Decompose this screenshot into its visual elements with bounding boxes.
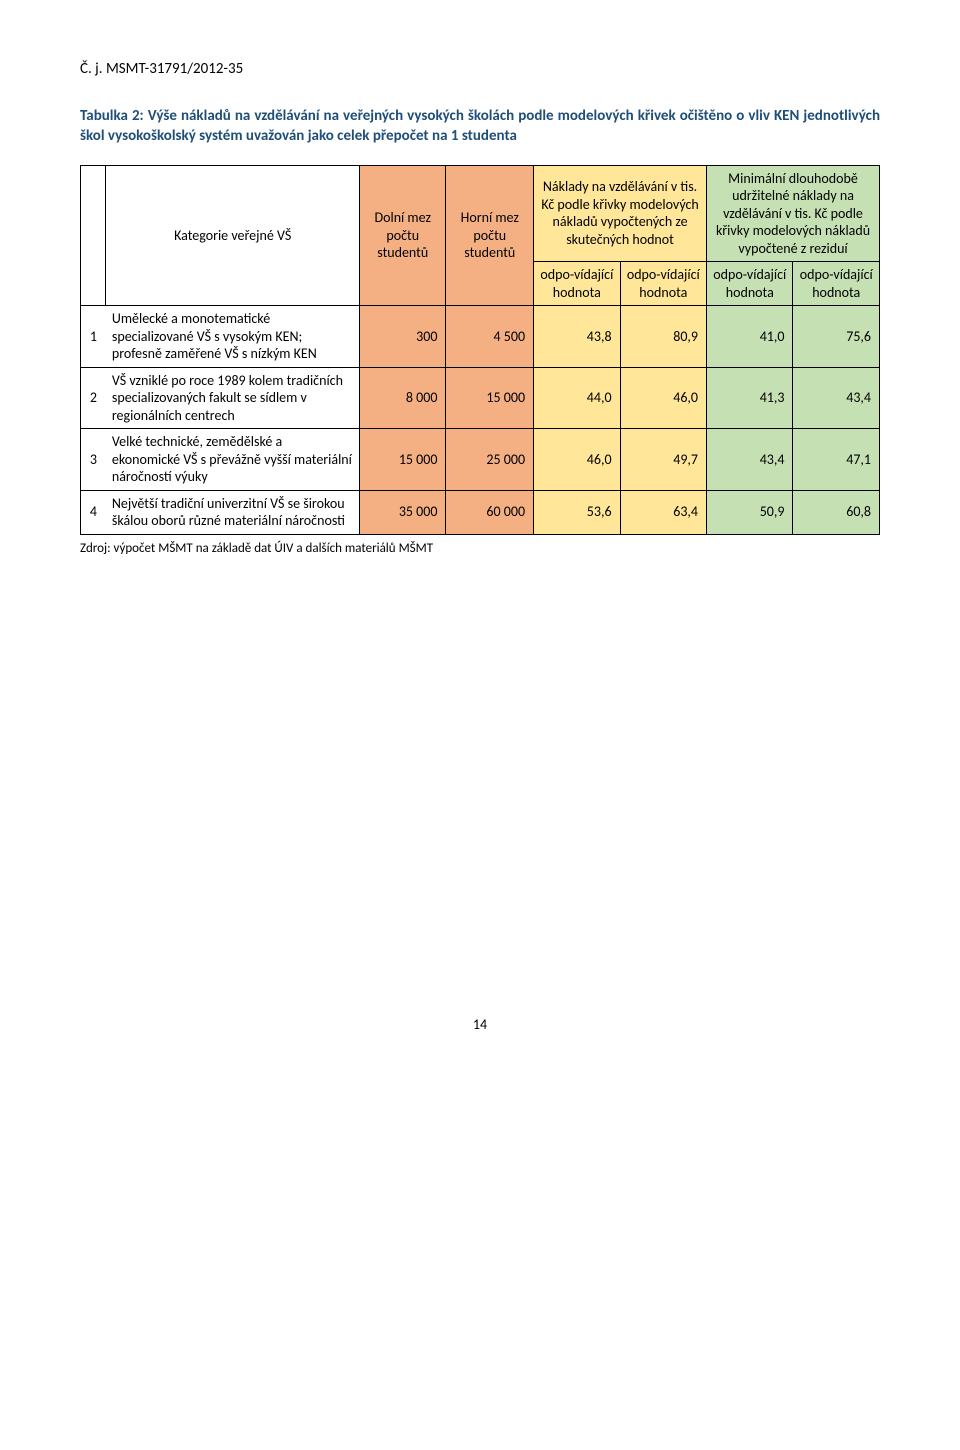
cell-v4: 47,1: [793, 429, 880, 491]
data-table: Kategorie veřejné VŠ Dolní mez počtu stu…: [80, 165, 880, 535]
row-category: VŠ vzniklé po roce 1989 kolem tradičních…: [106, 367, 360, 429]
col-header-horni-mez: Horní mez počtu studentů: [446, 165, 534, 306]
col-header-dolni-mez: Dolní mez počtu studentů: [360, 165, 446, 306]
row-category: Největší tradiční univerzitní VŠ se širo…: [106, 490, 360, 534]
document-reference: Č. j. MSMT-31791/2012-35: [80, 60, 880, 78]
row-index: 3: [81, 429, 106, 491]
row-index: 2: [81, 367, 106, 429]
col-subhead-odp-3: odpo-vídající hodnota: [707, 262, 793, 306]
page-number: 14: [80, 1016, 880, 1033]
col-header-kategorie: Kategorie veřejné VŠ: [106, 165, 360, 306]
page: Č. j. MSMT-31791/2012-35 Tabulka 2: Výše…: [0, 0, 960, 1073]
cell-v3: 41,3: [707, 367, 793, 429]
col-subhead-odp-1: odpo-vídající hodnota: [534, 262, 620, 306]
cell-dolni: 35 000: [360, 490, 446, 534]
table-row: 3 Velké technické, zemědělské a ekonomic…: [81, 429, 880, 491]
row-category: Umělecké a monotematické specializované …: [106, 306, 360, 368]
col-header-minimalni: Minimální dlouhodobě udržitelné náklady …: [707, 165, 880, 262]
table-source: Zdroj: výpočet MŠMT na základě dat ÚIV a…: [80, 541, 880, 556]
row-index: 1: [81, 306, 106, 368]
cell-v1: 43,8: [534, 306, 620, 368]
cell-v4: 60,8: [793, 490, 880, 534]
col-subhead-odp-4: odpo-vídající hodnota: [793, 262, 880, 306]
cell-v2: 63,4: [620, 490, 706, 534]
row-category: Velké technické, zemědělské a ekonomické…: [106, 429, 360, 491]
cell-v3: 43,4: [707, 429, 793, 491]
cell-v2: 46,0: [620, 367, 706, 429]
cell-v1: 44,0: [534, 367, 620, 429]
cell-v1: 53,6: [534, 490, 620, 534]
table-row: 4 Největší tradiční univerzitní VŠ se ši…: [81, 490, 880, 534]
cell-v3: 41,0: [707, 306, 793, 368]
cell-horni: 60 000: [446, 490, 534, 534]
row-index: 4: [81, 490, 106, 534]
cell-dolni: 15 000: [360, 429, 446, 491]
cell-v2: 49,7: [620, 429, 706, 491]
cell-horni: 25 000: [446, 429, 534, 491]
col-subhead-odp-2: odpo-vídající hodnota: [620, 262, 706, 306]
col-header-naklady: Náklady na vzdělávání v tis. Kč podle kř…: [534, 165, 707, 262]
cell-v1: 46,0: [534, 429, 620, 491]
table-row: 2 VŠ vzniklé po roce 1989 kolem tradiční…: [81, 367, 880, 429]
cell-horni: 15 000: [446, 367, 534, 429]
col-header-index-blank: [81, 165, 106, 306]
cell-horni: 4 500: [446, 306, 534, 368]
table-caption: Tabulka 2: Výše nákladů na vzdělávání na…: [80, 106, 880, 147]
cell-v2: 80,9: [620, 306, 706, 368]
cell-dolni: 8 000: [360, 367, 446, 429]
cell-dolni: 300: [360, 306, 446, 368]
cell-v4: 75,6: [793, 306, 880, 368]
cell-v4: 43,4: [793, 367, 880, 429]
table-row: 1 Umělecké a monotematické specializovan…: [81, 306, 880, 368]
cell-v3: 50,9: [707, 490, 793, 534]
